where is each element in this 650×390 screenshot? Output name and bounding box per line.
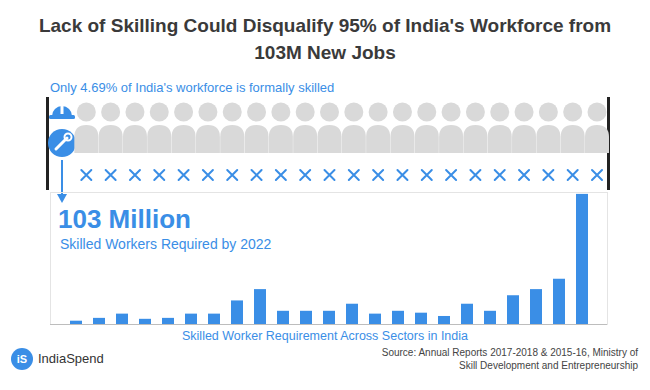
svg-text:iS: iS <box>17 353 27 365</box>
html-text:Lack of Skilling Could Disqual: Lack of Skilling Could Disqualify 95% of… <box>38 15 612 63</box>
html-text:Only 4.69% of India's workforc: Only 4.69% of India's workforce is forma… <box>50 80 335 95</box>
html-text:103 Million: 103 Million <box>58 204 191 234</box>
html-text:Source: Annual Reports 2017-20: Source: Annual Reports 2017-2018 & 2015-… <box>381 347 638 371</box>
html-text:IndiaSpend: IndiaSpend <box>38 351 104 366</box>
html-text:Skilled Worker Requirement Acr: Skilled Worker Requirement Across Sector… <box>182 329 468 343</box>
html-text:Skilled Workers Required by 20: Skilled Workers Required by 2022 <box>60 236 272 252</box>
